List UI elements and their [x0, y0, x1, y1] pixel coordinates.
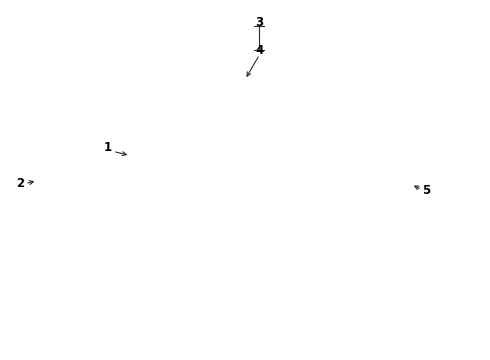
Text: 5: 5 — [422, 184, 430, 197]
Text: 3: 3 — [256, 16, 264, 29]
Text: 1: 1 — [104, 141, 112, 154]
Text: 2: 2 — [16, 177, 24, 190]
Text: 4: 4 — [255, 44, 264, 57]
